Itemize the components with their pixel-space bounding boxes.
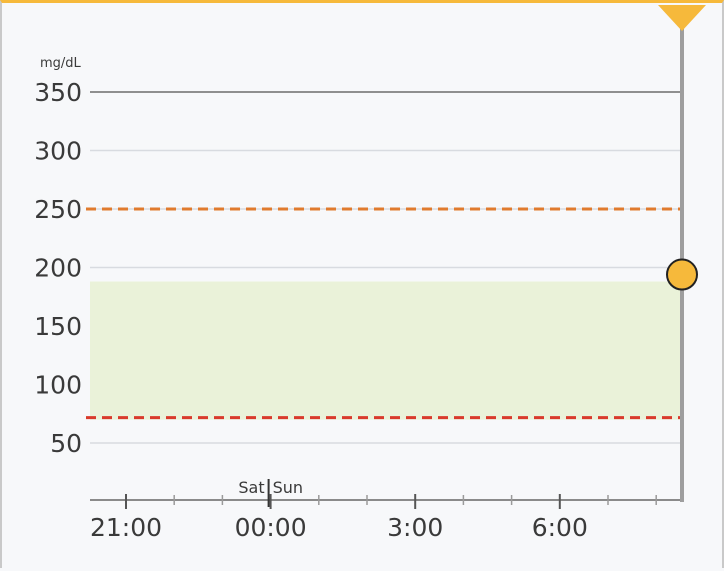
- y-axis-labels: 350 300 250 200 150 100 50: [34, 78, 82, 458]
- y-tick-label: 300: [34, 137, 82, 166]
- y-tick-label: 50: [50, 429, 82, 458]
- x-tick-label: 6:00: [532, 513, 588, 542]
- y-tick-label: 350: [34, 78, 82, 107]
- y-tick-label: 200: [34, 254, 82, 283]
- glucose-chart: 350 300 250 200 150 100 50 mg/dL 21:00 00:00 3:0…: [34, 5, 706, 542]
- x-axis-ticks: [125, 494, 657, 509]
- unit-label: mg/dL: [40, 56, 82, 71]
- day-label-after: Sun: [273, 478, 303, 497]
- x-axis-labels: 21:00 00:00 3:00 6:00: [90, 513, 588, 542]
- y-tick-label: 150: [34, 312, 82, 341]
- day-label-before: Sat: [238, 478, 264, 497]
- x-tick-label: 00:00: [235, 513, 307, 542]
- time-cursor-handle[interactable]: [658, 5, 706, 31]
- x-tick-label: 21:00: [90, 513, 162, 542]
- current-reading-marker[interactable]: [666, 258, 698, 291]
- target-range-band: [90, 281, 682, 420]
- x-tick-label: 3:00: [387, 513, 443, 542]
- y-tick-label: 250: [34, 195, 82, 224]
- y-tick-label: 100: [34, 371, 82, 400]
